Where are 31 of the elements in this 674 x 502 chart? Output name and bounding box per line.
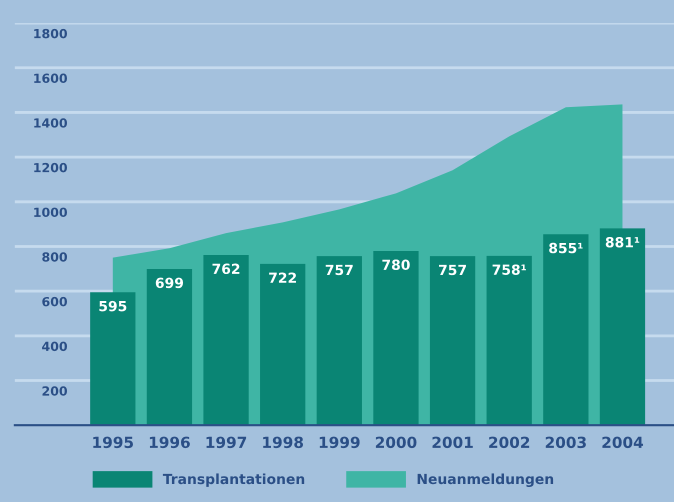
data-label: 758¹ <box>492 264 526 275</box>
data-label: 780 <box>382 260 410 270</box>
y-tick-label: 1200 <box>34 162 68 172</box>
y-tick-label: 1000 <box>34 208 68 218</box>
y-tick-label: 200 <box>42 386 68 396</box>
x-tick-label: 1998 <box>263 436 303 448</box>
x-tick-label: 1995 <box>93 436 133 448</box>
legend-label: Transplantationen <box>162 473 304 487</box>
data-label: 722 <box>269 272 296 283</box>
y-tick-label: 800 <box>42 252 68 262</box>
x-tick-label: 2002 <box>489 436 530 448</box>
x-tick-label: 1999 <box>320 436 360 448</box>
data-label: 855¹ <box>549 242 583 254</box>
x-tick-label: 2003 <box>546 436 586 448</box>
y-tick-label: 1400 <box>34 118 68 128</box>
data-label: 881¹ <box>606 236 640 248</box>
x-tick-label: 2000 <box>376 436 416 448</box>
data-label: 595 <box>99 300 126 312</box>
x-tick-label: 1996 <box>150 436 190 448</box>
data-label: 757 <box>439 264 466 276</box>
data-label: 762 <box>212 264 240 274</box>
y-tick-label: 600 <box>42 296 68 306</box>
x-tick-label: 1997 <box>206 436 246 448</box>
y-tick-label: 1600 <box>34 74 68 83</box>
data-label: 757 <box>326 264 353 276</box>
y-tick-label: 400 <box>42 342 68 352</box>
legend-label: Neuanmeldungen <box>418 473 554 487</box>
x-tick-label: 2004 <box>602 436 644 448</box>
x-tick-label: 2001 <box>432 436 473 448</box>
y-tick-label: 1800 <box>34 28 68 38</box>
data-label: 699 <box>156 278 184 288</box>
